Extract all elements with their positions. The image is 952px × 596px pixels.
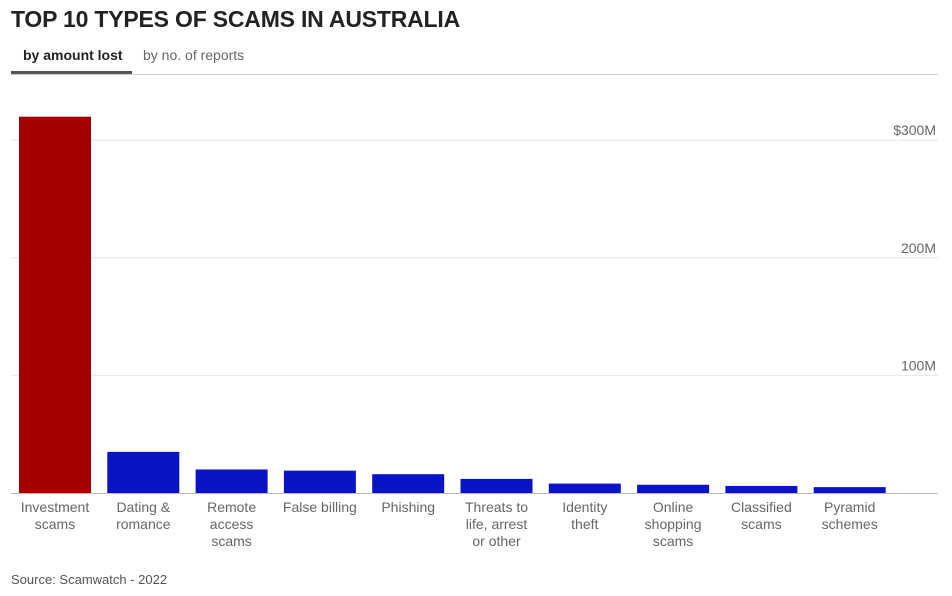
category-label: Phishing — [381, 499, 435, 515]
category-label-line: Remote — [207, 499, 256, 515]
y-tick-label: 200M — [901, 240, 936, 256]
bar — [195, 469, 268, 493]
category-label: False billing — [283, 499, 357, 515]
category-label-line: scams — [653, 533, 693, 549]
bar — [283, 470, 356, 493]
bar — [725, 485, 798, 493]
category-label-line: shopping — [645, 516, 702, 532]
category-label: Online shopping scams — [645, 499, 702, 549]
category-label-line: False billing — [283, 499, 357, 515]
category-label-line: Phishing — [381, 499, 435, 515]
tab-bar: by amount lost by no. of reports — [11, 44, 938, 75]
category-label-line: Identity — [562, 499, 607, 515]
category-label: Classified scams — [731, 499, 792, 532]
category-label: Remote access scams — [207, 499, 256, 549]
bar — [637, 484, 710, 493]
category-label-line: scams — [741, 516, 781, 532]
category-label-line: Threats to — [465, 499, 528, 515]
tab-amount-lost[interactable]: by amount lost — [11, 47, 132, 74]
y-tick-label: 100M — [901, 357, 936, 373]
y-tick-label: $300M — [893, 122, 936, 138]
bar — [460, 478, 533, 493]
category-label: Dating & romance — [116, 499, 171, 532]
category-label-line: access — [210, 516, 254, 532]
tab-number-of-reports[interactable]: by no. of reports — [143, 47, 245, 63]
category-label-line: scams — [211, 533, 251, 549]
bar — [107, 451, 180, 493]
category-label-line: theft — [571, 516, 598, 532]
category-label-line: scams — [35, 516, 75, 532]
bar — [813, 487, 886, 493]
category-label: Investment scams — [21, 499, 90, 532]
category-label-line: Classified — [731, 499, 792, 515]
category-label-line: romance — [116, 516, 171, 532]
category-label-line: Investment — [21, 499, 90, 515]
bar — [372, 474, 445, 493]
bar — [19, 116, 91, 494]
category-label-line: Online — [653, 499, 694, 515]
source-note: Source: Scamwatch - 2022 — [11, 572, 168, 587]
bars — [19, 116, 886, 494]
category-label-line: or other — [472, 533, 521, 549]
category-label: Pyramid schemes — [822, 499, 878, 532]
category-label-line: schemes — [822, 516, 878, 532]
category-label-line: Pyramid — [824, 499, 875, 515]
category-label-line: life, arrest — [466, 516, 528, 532]
gridlines — [11, 139, 938, 376]
y-tick-labels: 100M 200M $300M — [893, 122, 936, 373]
bar — [548, 483, 621, 493]
category-label-line: Dating & — [116, 499, 170, 515]
chart-title: TOP 10 TYPES OF SCAMS IN AUSTRALIA — [11, 6, 461, 32]
category-label: Threats to life, arrest or other — [465, 499, 528, 549]
category-label: Identity theft — [562, 499, 607, 532]
